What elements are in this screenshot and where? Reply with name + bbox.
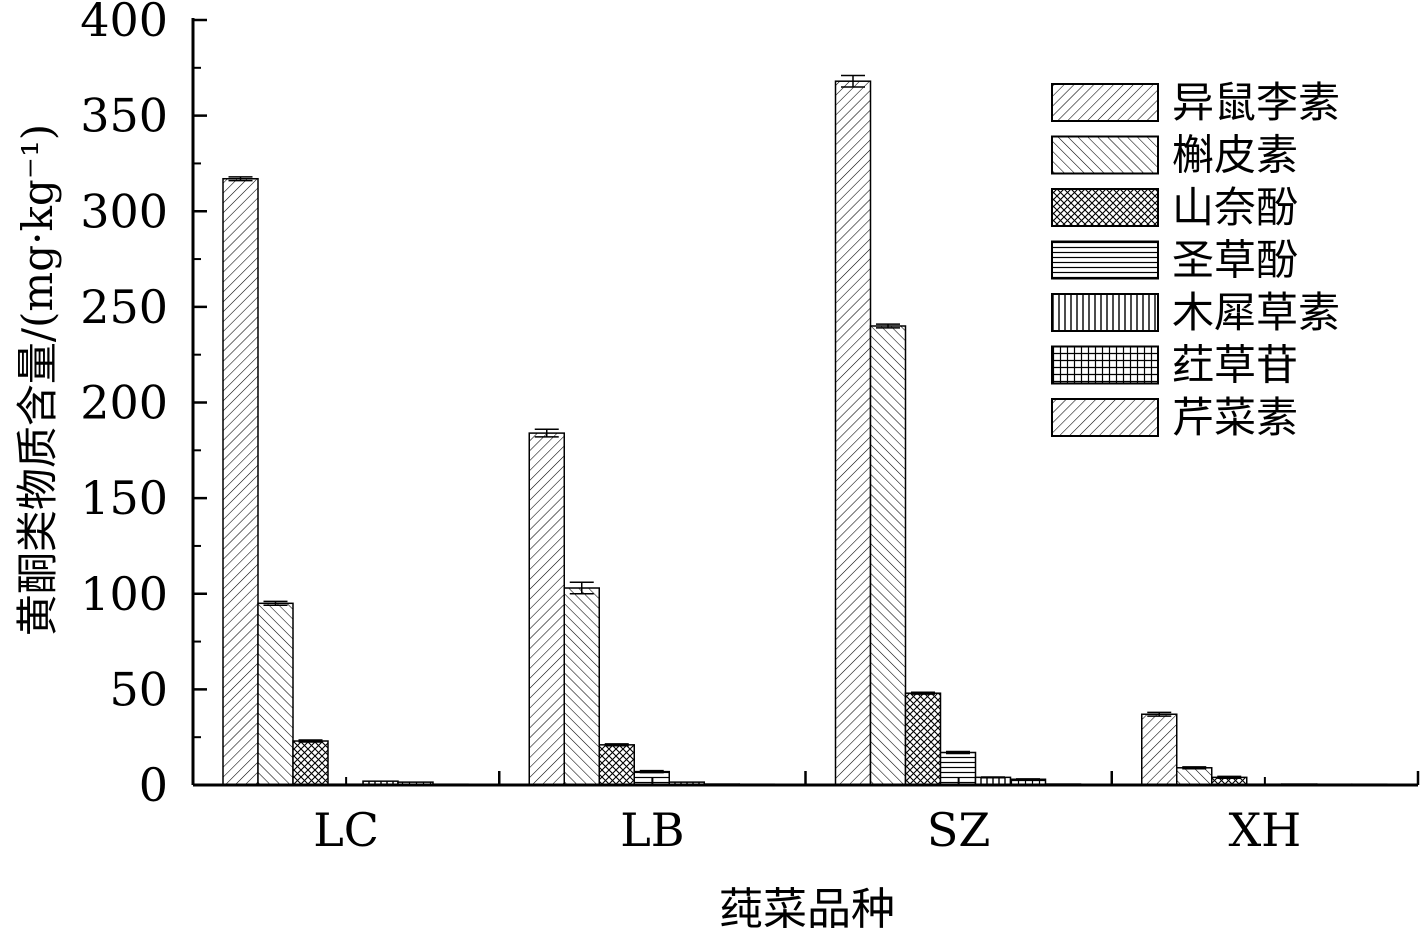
- legend-label-5: 木犀草素: [1172, 288, 1340, 337]
- legend-label-1: 异鼠李素: [1172, 78, 1340, 127]
- bar-XH-s1: [1141, 713, 1178, 786]
- y-tick-label-50: 50: [109, 662, 168, 716]
- x-tick-label-XH: XH: [1228, 803, 1301, 857]
- bar-SZ-s1: [834, 80, 872, 786]
- legend-swatch-4: [1051, 240, 1159, 280]
- legend-swatch-7: [1051, 398, 1159, 437]
- legend-label-3: 山奈酚: [1172, 183, 1298, 232]
- legend-label-6: 荭草苷: [1172, 341, 1298, 390]
- bar-XH-s2: [1176, 767, 1213, 786]
- bar-LB-s1: [528, 432, 565, 786]
- y-tick-label-150: 150: [80, 471, 168, 525]
- x-tick-label-SZ: SZ: [927, 803, 990, 857]
- bar-LB-s2: [563, 587, 600, 786]
- y-tick-label-400: 400: [80, 0, 168, 47]
- bar-LC-s3: [292, 740, 329, 786]
- legend-swatch-5: [1051, 293, 1159, 332]
- x-tick-label-LB: LB: [620, 803, 684, 857]
- legend-swatch-1: [1051, 83, 1159, 122]
- bar-SZ-s2: [869, 325, 907, 786]
- x-axis-title: 莼菜品种: [719, 884, 895, 934]
- legend-swatch-2: [1051, 135, 1159, 175]
- legend-label-4: 圣草酚: [1172, 236, 1298, 285]
- legend-swatch-3: [1051, 188, 1159, 227]
- bar-SZ-s3: [904, 692, 942, 786]
- bars-layer: [222, 74, 1388, 786]
- legend-label-7: 芹菜素: [1172, 393, 1298, 442]
- y-tick-label-100: 100: [80, 567, 168, 621]
- y-tick-label-0: 0: [139, 758, 168, 812]
- y-tick-label-200: 200: [80, 376, 168, 430]
- bar-LB-s3: [598, 744, 635, 786]
- x-tick-label-LC: LC: [313, 803, 379, 857]
- y-tick-label-300: 300: [80, 184, 168, 238]
- axes-layer: 0 50 100 150 200 250 300 350 400 LC LB SZ XH: [80, 0, 1420, 857]
- legend-swatch-6: [1051, 345, 1159, 385]
- bar-LC-s1: [222, 177, 259, 786]
- y-axis-title: 黄酮类物质含量/(mg·kg⁻¹): [13, 124, 62, 636]
- bar-LC-s2: [257, 602, 294, 786]
- legend-label-2: 槲皮素: [1172, 131, 1298, 180]
- y-tick-label-350: 350: [80, 89, 168, 143]
- y-tick-label-250: 250: [80, 280, 168, 334]
